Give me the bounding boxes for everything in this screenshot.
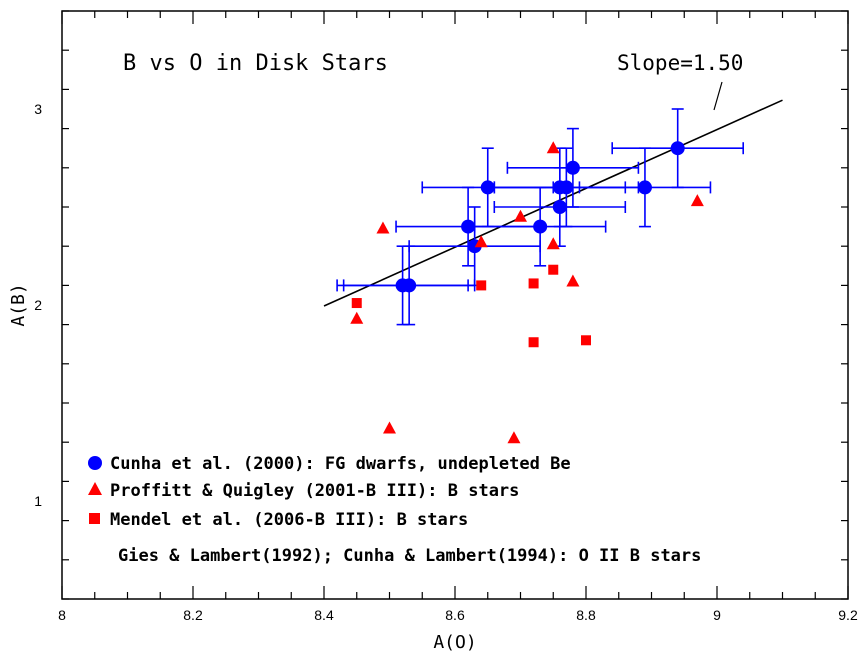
x-tick-label: 8.4 <box>314 607 334 623</box>
x-tick-label: 8 <box>58 607 66 623</box>
data-point-circle <box>480 180 495 195</box>
data-point-circle <box>559 180 574 195</box>
data-point-circle <box>533 219 548 234</box>
annotation-pointer <box>713 81 723 111</box>
y-tick-label: 1 <box>34 493 42 509</box>
x-axis-title: A(O) <box>433 632 476 653</box>
data-point-circle <box>565 160 580 175</box>
data-point-square <box>528 337 539 348</box>
data-point-triangle <box>350 311 364 324</box>
y-tick-label: 3 <box>34 101 42 117</box>
data-point-triangle <box>383 421 396 434</box>
legend-note: Gies & Lambert(1992); Cunha & Lambert(19… <box>118 546 701 566</box>
legend-square-marker <box>89 513 100 524</box>
x-tick-label: 8.8 <box>576 607 596 623</box>
data-point-triangle <box>546 141 560 154</box>
legend: Cunha et al. (2000): FG dwarfs, undeplet… <box>88 454 701 566</box>
data-point-triangle <box>376 221 390 234</box>
x-tick-label: 8.2 <box>183 607 203 623</box>
data-point-square <box>351 298 362 309</box>
y-tick-label: 2 <box>34 297 42 313</box>
data-point-circle <box>637 180 652 195</box>
legend-label-mendel: Mendel et al. (2006-B III): B stars <box>110 510 468 530</box>
chart-title: B vs O in Disk Stars <box>123 51 388 76</box>
data-point-square <box>548 264 559 275</box>
data-point-circle <box>670 141 685 156</box>
data-point-square <box>528 278 539 289</box>
data-point-circle <box>552 200 567 214</box>
axis-ticks <box>61 10 849 600</box>
data-point-triangle <box>507 431 521 444</box>
y-axis-title: A(B) <box>8 283 29 326</box>
axis-tick-labels: 8 8.2 8.4 8.6 8.8 9 9.2 1 2 3 <box>34 101 858 623</box>
x-tick-label: 9 <box>713 607 721 623</box>
fit-line <box>323 99 783 307</box>
x-tick-label: 9.2 <box>838 607 858 623</box>
legend-label-cunha: Cunha et al. (2000): FG dwarfs, undeplet… <box>110 454 571 474</box>
data-point-square <box>581 335 591 346</box>
data-point-circle <box>402 278 417 293</box>
data-point-circle <box>461 219 476 234</box>
data-point-triangle <box>566 274 580 287</box>
data-point-square <box>476 280 487 291</box>
data-markers <box>350 141 704 444</box>
data-point-triangle <box>474 235 488 248</box>
x-tick-label: 8.6 <box>445 607 465 623</box>
data-point-triangle <box>514 209 527 222</box>
legend-triangle-marker <box>88 482 102 495</box>
data-point-triangle <box>690 194 704 207</box>
legend-circle-marker <box>88 456 102 470</box>
legend-label-proffitt: Proffitt & Quigley (2001-B III): B stars <box>110 481 519 501</box>
slope-annotation: Slope=1.50 <box>617 51 743 75</box>
error-bars <box>336 108 745 326</box>
data-point-triangle <box>546 237 560 250</box>
